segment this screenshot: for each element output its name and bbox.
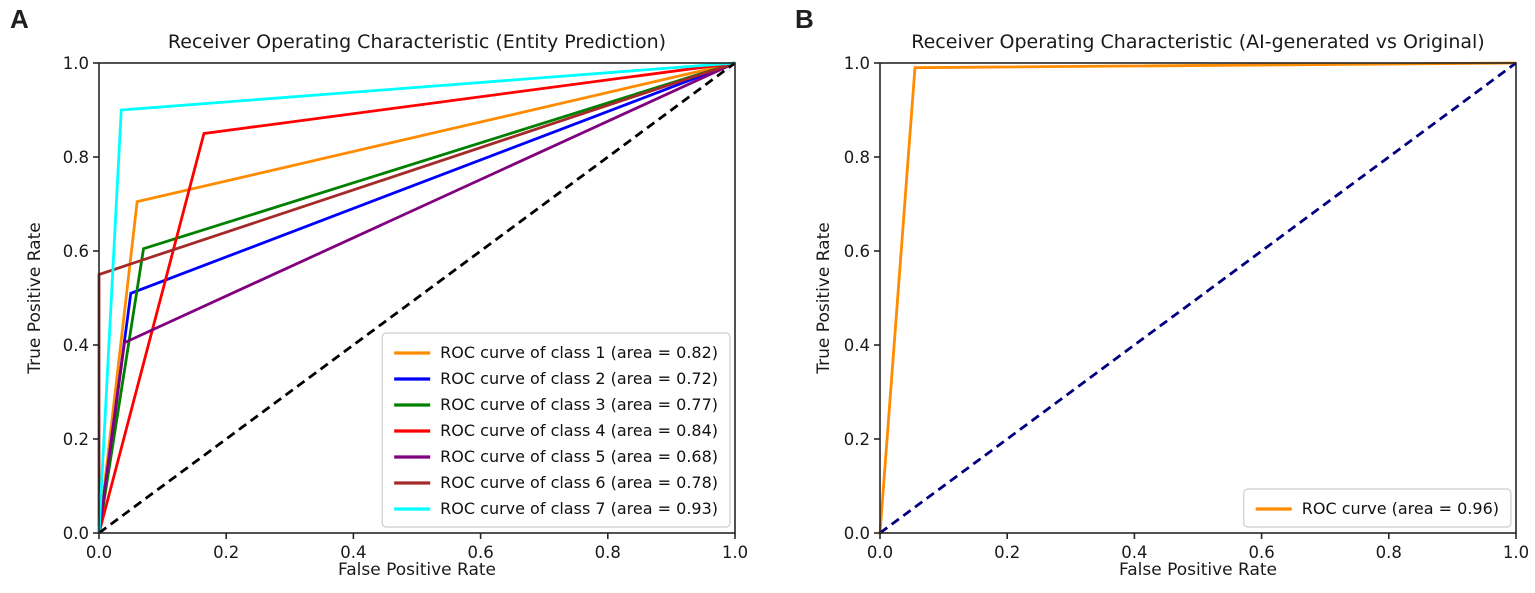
y-tick-label: 0.6: [844, 242, 870, 261]
x-tick-label: 0.4: [340, 543, 366, 562]
x-tick-label: 1.0: [1503, 543, 1529, 562]
legend-label: ROC curve of class 1 (area = 0.82): [440, 343, 718, 362]
x-tick-label: 0.8: [595, 543, 621, 562]
x-tick-label: 0.2: [213, 543, 239, 562]
y-tick-label: 0.0: [63, 524, 89, 543]
x-tick-label: 0.6: [467, 543, 493, 562]
x-tick-label: 0.6: [1248, 543, 1274, 562]
legend-label: ROC curve of class 7 (area = 0.93): [440, 499, 718, 518]
y-tick-label: 0.2: [844, 430, 870, 449]
y-tick-label: 0.4: [63, 336, 89, 355]
plot-frame: [98, 62, 736, 534]
roc-curve-7: [97, 61, 736, 534]
roc-curve-1: [878, 61, 1517, 534]
legend-label: ROC curve of class 4 (area = 0.84): [440, 421, 718, 440]
roc-curve-3: [97, 61, 736, 534]
y-tick-label: 1.0: [844, 54, 870, 73]
legend-label: ROC curve of class 3 (area = 0.77): [440, 395, 718, 414]
panel-a-letter: A: [10, 4, 29, 34]
legend-label: ROC curve of class 6 (area = 0.78): [440, 473, 718, 492]
legend-box: [1243, 488, 1512, 528]
legend-label: ROC curve of class 5 (area = 0.68): [440, 447, 718, 466]
panel-b: B Receiver Operating Characteristic (AI-…: [767, 0, 1535, 593]
y-tick-label: 0.2: [63, 430, 89, 449]
x-tick-label: 0.2: [994, 543, 1020, 562]
roc-curve-5: [97, 61, 736, 534]
roc-curve-4: [97, 61, 736, 534]
legend: ROC curve (area = 0.96): [1243, 488, 1512, 528]
x-tick-label: 0.8: [1376, 543, 1402, 562]
legend-label: ROC curve of class 2 (area = 0.72): [440, 369, 718, 388]
y-tick-label: 0.8: [844, 148, 870, 167]
x-tick-label: 0.4: [1121, 543, 1147, 562]
y-tick-label: 0.0: [844, 524, 870, 543]
legend: ROC curve of class 1 (area = 0.82) ROC cu…: [381, 332, 731, 528]
plot-frame: [879, 62, 1517, 534]
roc-curve-1: [97, 61, 736, 534]
y-tick-label: 0.4: [844, 336, 870, 355]
panel-a-title: Receiver Operating Characteristic (Entit…: [167, 31, 667, 53]
panel-a-plot-canvas: 0.0 0.2 0.4 0.6 0.8 1.0 0.0 0.2 0.4 0.6 0.8 1.0 ROC …: [63, 54, 748, 562]
legend-label: ROC curve (area = 0.96): [1302, 499, 1499, 518]
y-tick-label: 0.8: [63, 148, 89, 167]
y-tick-label: 1.0: [63, 54, 89, 73]
panel-b-letter: B: [795, 4, 814, 34]
panel-a-x-axis-label: False Positive Rate: [338, 560, 496, 580]
x-tick-label: 0.0: [867, 543, 893, 562]
x-tick-label: 0.0: [86, 543, 112, 562]
panel-b-title: Receiver Operating Characteristic (AI-ge…: [911, 31, 1485, 53]
legend-box: [381, 332, 731, 528]
panel-b-plot-canvas: 0.0 0.2 0.4 0.6 0.8 1.0 0.0 0.2 0.4 0.6 0.8 1.0 ROC …: [844, 54, 1529, 562]
chance-diagonal-line: [98, 61, 736, 535]
panel-a: A Receiver Operating Characteristic (Ent…: [0, 0, 767, 593]
chance-diagonal-line: [879, 61, 1517, 535]
x-tick-label: 1.0: [722, 543, 748, 562]
y-tick-label: 0.6: [63, 242, 89, 261]
panel-b-x-axis-label: False Positive Rate: [1119, 560, 1277, 580]
